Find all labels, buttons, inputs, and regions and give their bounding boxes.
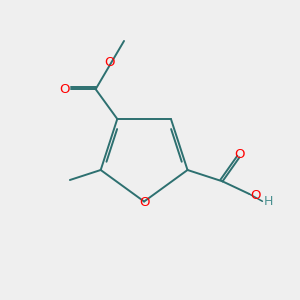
Text: O: O [234, 148, 245, 161]
Text: O: O [105, 56, 115, 69]
Text: O: O [250, 189, 261, 202]
Text: H: H [264, 195, 273, 208]
Text: O: O [59, 83, 70, 96]
Text: O: O [139, 196, 149, 209]
